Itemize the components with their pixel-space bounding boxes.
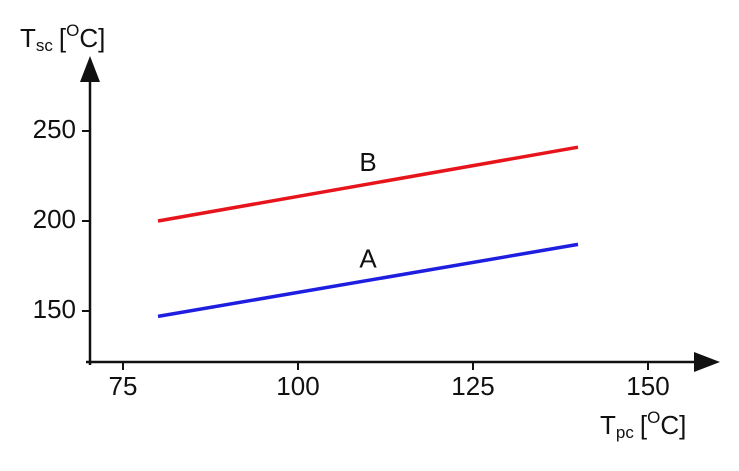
y-tick-label: 200 [33, 204, 76, 234]
y-axis-label: Tsc [OC] [20, 21, 105, 55]
symbol: T [600, 410, 616, 440]
series-line [157, 242, 579, 319]
x-tick-label: 100 [276, 371, 319, 401]
y-tick-label: 150 [33, 294, 76, 324]
bracket: [ [59, 23, 67, 53]
bracket: [ [640, 410, 648, 440]
series-label: A [359, 243, 377, 273]
x-arrow [694, 352, 720, 372]
x-tick-label: 125 [451, 371, 494, 401]
superscript: O [647, 408, 660, 427]
unit: C] [79, 23, 105, 53]
series-label: B [359, 147, 376, 177]
x-tick-label: 150 [626, 371, 669, 401]
y-arrow [80, 56, 100, 82]
subscript: pc [616, 423, 634, 442]
x-axis-label: Tpc [OC] [600, 408, 686, 442]
superscript: O [66, 21, 79, 40]
symbol: T [20, 23, 36, 53]
unit: C] [660, 410, 686, 440]
subscript: sc [36, 36, 54, 55]
series-line [157, 145, 579, 223]
y-tick-label: 250 [33, 114, 76, 144]
x-tick-label: 75 [109, 371, 138, 401]
